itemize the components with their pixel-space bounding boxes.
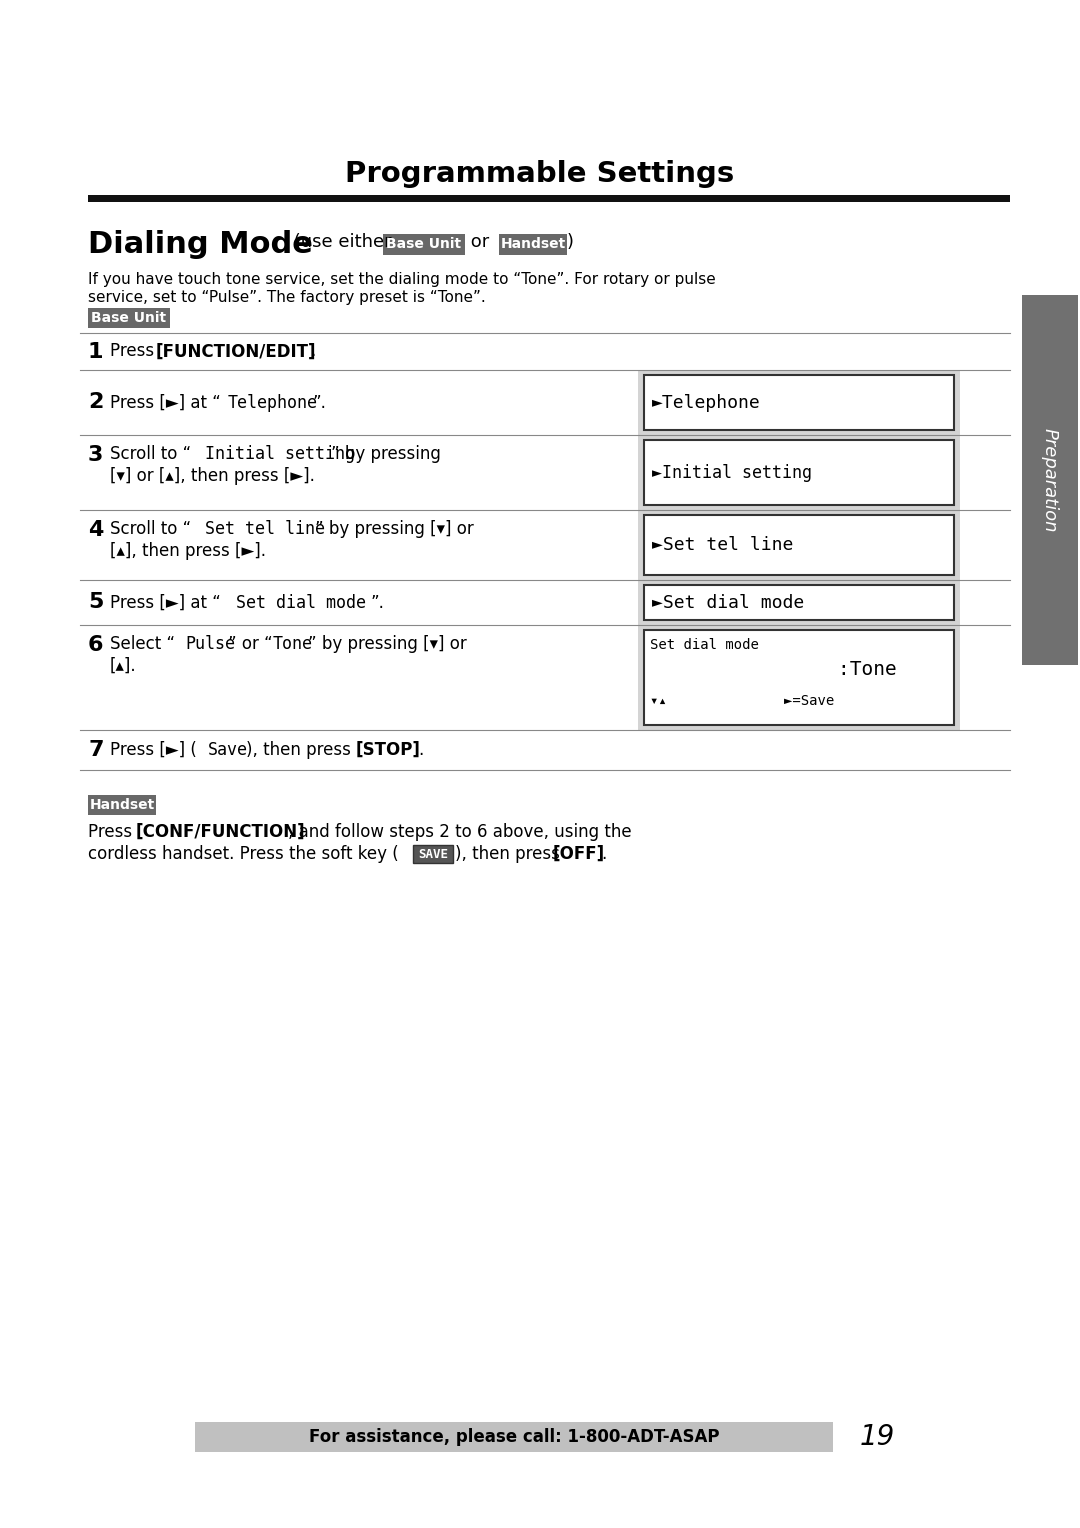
Text: service, set to “Pulse”. The factory preset is “Tone”.: service, set to “Pulse”. The factory pre… [87,290,486,306]
Text: ” or “: ” or “ [228,636,272,652]
Text: Set dial mode: Set dial mode [237,593,366,611]
Text: cordless handset. Press the soft key (: cordless handset. Press the soft key ( [87,845,399,863]
Text: Tone: Tone [273,636,313,652]
Text: ►Set tel line: ►Set tel line [652,536,794,555]
Text: 5: 5 [87,593,104,613]
Text: [FUNCTION/EDIT]: [FUNCTION/EDIT] [156,342,316,361]
Text: Telephone: Telephone [228,394,318,411]
Bar [644,630,954,724]
Text: [STOP]: [STOP] [356,741,421,759]
Text: ” by pressing [▾] or: ” by pressing [▾] or [308,636,467,652]
Bar [644,515,954,575]
Text: If you have touch tone service, set the dialing mode to “Tone”. For rotary or pu: If you have touch tone service, set the … [87,272,716,287]
Text: ”.: ”. [372,593,384,611]
Text: .: . [310,342,315,361]
Text: :Tone: :Tone [650,660,896,678]
Bar [644,374,954,429]
Text: Press [►] at “: Press [►] at “ [110,593,220,611]
Text: [OFF]: [OFF] [553,845,605,863]
Text: Initial setting: Initial setting [205,445,355,463]
Bar [638,581,960,625]
Text: ►Set dial mode: ►Set dial mode [652,593,805,611]
Text: Base Unit: Base Unit [387,237,461,252]
Text: or: or [465,232,495,251]
Bar [644,585,954,620]
Text: Press: Press [87,824,137,840]
Bar [87,309,170,329]
Text: Select “: Select “ [110,636,175,652]
Bar [1022,295,1078,665]
Bar [383,234,465,255]
Text: Preparation: Preparation [1041,428,1059,532]
Text: ►Initial setting: ►Initial setting [652,463,812,481]
Bar [638,625,960,730]
Text: For assistance, please call: 1-800-ADT-ASAP: For assistance, please call: 1-800-ADT-A… [309,1429,719,1445]
Text: [▴], then press [►].: [▴], then press [►]. [110,542,266,559]
Text: ” by pressing: ” by pressing [330,445,441,463]
Text: Pulse: Pulse [185,636,235,652]
Text: [CONF/FUNCTION]: [CONF/FUNCTION] [136,824,306,840]
Text: , and follow steps 2 to 6 above, using the: , and follow steps 2 to 6 above, using t… [288,824,632,840]
Text: Programmable Settings: Programmable Settings [346,160,734,188]
Text: .: . [418,741,423,759]
Text: Scroll to “: Scroll to “ [110,520,191,538]
Bar [638,510,960,581]
Text: SAVE: SAVE [418,848,448,860]
Bar [87,196,1010,202]
Text: ▾▴              ►=Save: ▾▴ ►=Save [650,694,834,707]
Text: Handset: Handset [500,237,566,252]
Text: ), then press: ), then press [246,741,356,759]
Text: ): ) [567,232,573,251]
Bar [499,234,567,255]
Text: Set dial mode: Set dial mode [650,639,759,652]
Text: Scroll to “: Scroll to “ [110,445,191,463]
Text: .: . [600,845,606,863]
Bar [413,845,453,863]
Text: Set tel line: Set tel line [205,520,325,538]
Text: ”.: ”. [313,394,327,411]
Text: Press: Press [110,342,160,361]
Text: (use either: (use either [288,232,397,251]
Text: [▾] or [▴], then press [►].: [▾] or [▴], then press [►]. [110,468,315,484]
Bar [644,440,954,504]
Bar [87,795,156,814]
Text: 4: 4 [87,520,104,539]
Text: [▴].: [▴]. [110,657,137,675]
Text: ►Telephone: ►Telephone [652,394,760,411]
Text: 3: 3 [87,445,104,465]
Text: ), then press: ), then press [455,845,565,863]
Text: Press [►] (: Press [►] ( [110,741,197,759]
Text: 7: 7 [87,740,104,759]
Bar [638,370,960,435]
Text: Dialing Mode: Dialing Mode [87,231,313,260]
Text: Press [►] at “: Press [►] at “ [110,394,220,411]
Text: Handset: Handset [90,798,154,811]
Text: 2: 2 [87,393,104,413]
Text: 1: 1 [87,341,104,362]
Text: 19: 19 [860,1423,895,1452]
Text: Base Unit: Base Unit [92,312,166,325]
Bar [195,1423,833,1452]
Text: Save: Save [208,741,248,759]
Text: ” by pressing [▾] or: ” by pressing [▾] or [315,520,474,538]
Bar [638,435,960,510]
Text: 6: 6 [87,636,104,656]
